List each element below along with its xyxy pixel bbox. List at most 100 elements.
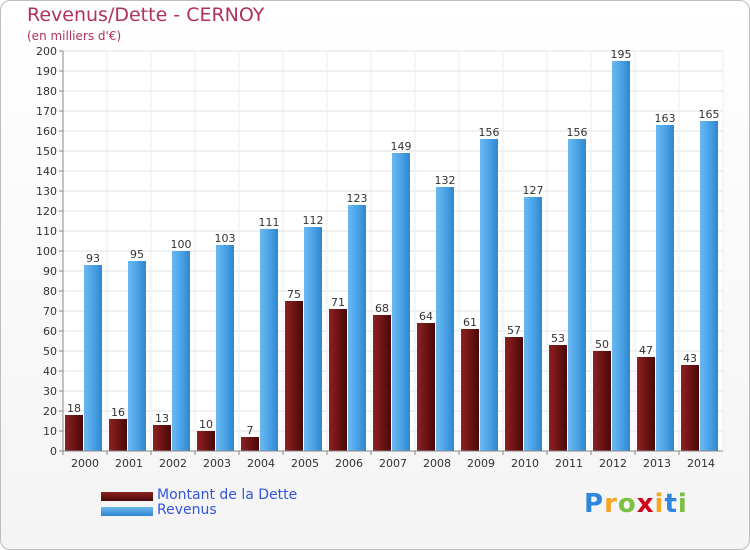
bar-dette: [241, 437, 259, 451]
bar-revenus: [172, 251, 190, 451]
bar-revenus: [304, 227, 322, 451]
bar-revenus: [260, 229, 278, 451]
y-tick-label: 30: [43, 385, 57, 398]
x-tick-label: 2014: [687, 457, 715, 470]
logo-letter: o: [617, 489, 637, 519]
y-tick-label: 80: [43, 285, 57, 298]
data-label-dette: 64: [419, 310, 433, 323]
x-tick-label: 2006: [335, 457, 363, 470]
logo-letter: P: [584, 489, 605, 519]
data-label-revenus: 165: [699, 108, 720, 121]
data-label-dette: 10: [199, 418, 213, 431]
bar-dette: [65, 415, 83, 451]
y-tick-label: 180: [36, 85, 57, 98]
bar-dette: [593, 351, 611, 451]
bar-dette: [549, 345, 567, 451]
y-tick-label: 40: [43, 365, 57, 378]
bar-revenus: [348, 205, 366, 451]
data-label-dette: 43: [683, 352, 697, 365]
chart-subtitle: (en milliers d'€): [27, 29, 122, 43]
data-label-dette: 61: [463, 316, 477, 329]
chart-title: Revenus/Dette - CERNOY: [27, 4, 265, 26]
bar-revenus: [84, 265, 102, 451]
y-tick-label: 200: [36, 45, 57, 58]
bar-dette: [373, 315, 391, 451]
y-tick-label: 90: [43, 265, 57, 278]
x-tick-label: 2001: [115, 457, 143, 470]
y-tick-label: 170: [36, 105, 57, 118]
data-label-revenus: 111: [259, 216, 280, 229]
x-tick-label: 2010: [511, 457, 539, 470]
bar-revenus: [216, 245, 234, 451]
data-label-revenus: 95: [130, 248, 144, 261]
y-tick-label: 190: [36, 65, 57, 78]
x-tick-label: 2013: [643, 457, 671, 470]
data-label-revenus: 123: [347, 192, 368, 205]
logo-letter: r: [604, 489, 618, 519]
data-label-revenus: 149: [391, 140, 412, 153]
data-label-dette: 18: [67, 402, 81, 415]
bar-revenus: [568, 139, 586, 451]
bar-revenus: [436, 187, 454, 451]
y-tick-label: 60: [43, 325, 57, 338]
logo-letter: t: [664, 489, 678, 519]
logo-letter: i: [654, 489, 665, 519]
y-tick-label: 100: [36, 245, 57, 258]
y-tick-label: 0: [50, 445, 57, 458]
y-tick-label: 160: [36, 125, 57, 138]
bar-revenus: [128, 261, 146, 451]
x-tick-label: 2003: [203, 457, 231, 470]
bar-dette: [153, 425, 171, 451]
x-tick-label: 2005: [291, 457, 319, 470]
bar-dette: [329, 309, 347, 451]
data-label-dette: 57: [507, 324, 521, 337]
data-label-revenus: 132: [435, 174, 456, 187]
data-label-dette: 68: [375, 302, 389, 315]
data-label-revenus: 103: [215, 232, 236, 245]
y-tick-label: 70: [43, 305, 57, 318]
y-tick-label: 20: [43, 405, 57, 418]
data-label-revenus: 93: [86, 252, 100, 265]
data-label-revenus: 163: [655, 112, 676, 125]
bar-revenus: [392, 153, 410, 451]
y-tick-label: 10: [43, 425, 57, 438]
bar-revenus: [524, 197, 542, 451]
bar-revenus: [480, 139, 498, 451]
proxiti-logo: Proxiti: [584, 489, 688, 519]
data-label-revenus: 127: [523, 184, 544, 197]
data-label-dette: 16: [111, 406, 125, 419]
x-tick-label: 2008: [423, 457, 451, 470]
data-label-dette: 7: [247, 424, 254, 437]
y-tick-label: 130: [36, 185, 57, 198]
x-tick-label: 2012: [599, 457, 627, 470]
data-label-dette: 53: [551, 332, 565, 345]
data-label-dette: 71: [331, 296, 345, 309]
data-label-revenus: 100: [171, 238, 192, 251]
bar-dette: [681, 365, 699, 451]
bar-revenus: [656, 125, 674, 451]
y-tick-label: 140: [36, 165, 57, 178]
bar-dette: [109, 419, 127, 451]
y-tick-label: 150: [36, 145, 57, 158]
x-tick-label: 2007: [379, 457, 407, 470]
bar-dette: [637, 357, 655, 451]
y-tick-label: 110: [36, 225, 57, 238]
legend-label-dette: Montant de la Dette: [157, 487, 298, 503]
x-tick-label: 2004: [247, 457, 275, 470]
bar-dette: [505, 337, 523, 451]
y-tick-label: 120: [36, 205, 57, 218]
logo-letter: i: [677, 489, 688, 519]
legend-swatch-revenus: [101, 507, 153, 516]
data-label-revenus: 156: [567, 126, 588, 139]
x-tick-label: 2002: [159, 457, 187, 470]
bar-dette: [417, 323, 435, 451]
legend-label-revenus: Revenus: [157, 502, 217, 518]
data-label-revenus: 195: [611, 48, 632, 61]
x-tick-label: 2000: [71, 457, 99, 470]
data-label-revenus: 156: [479, 126, 500, 139]
bar-dette: [285, 301, 303, 451]
legend-swatch-dette: [101, 492, 153, 501]
data-label-dette: 13: [155, 412, 169, 425]
